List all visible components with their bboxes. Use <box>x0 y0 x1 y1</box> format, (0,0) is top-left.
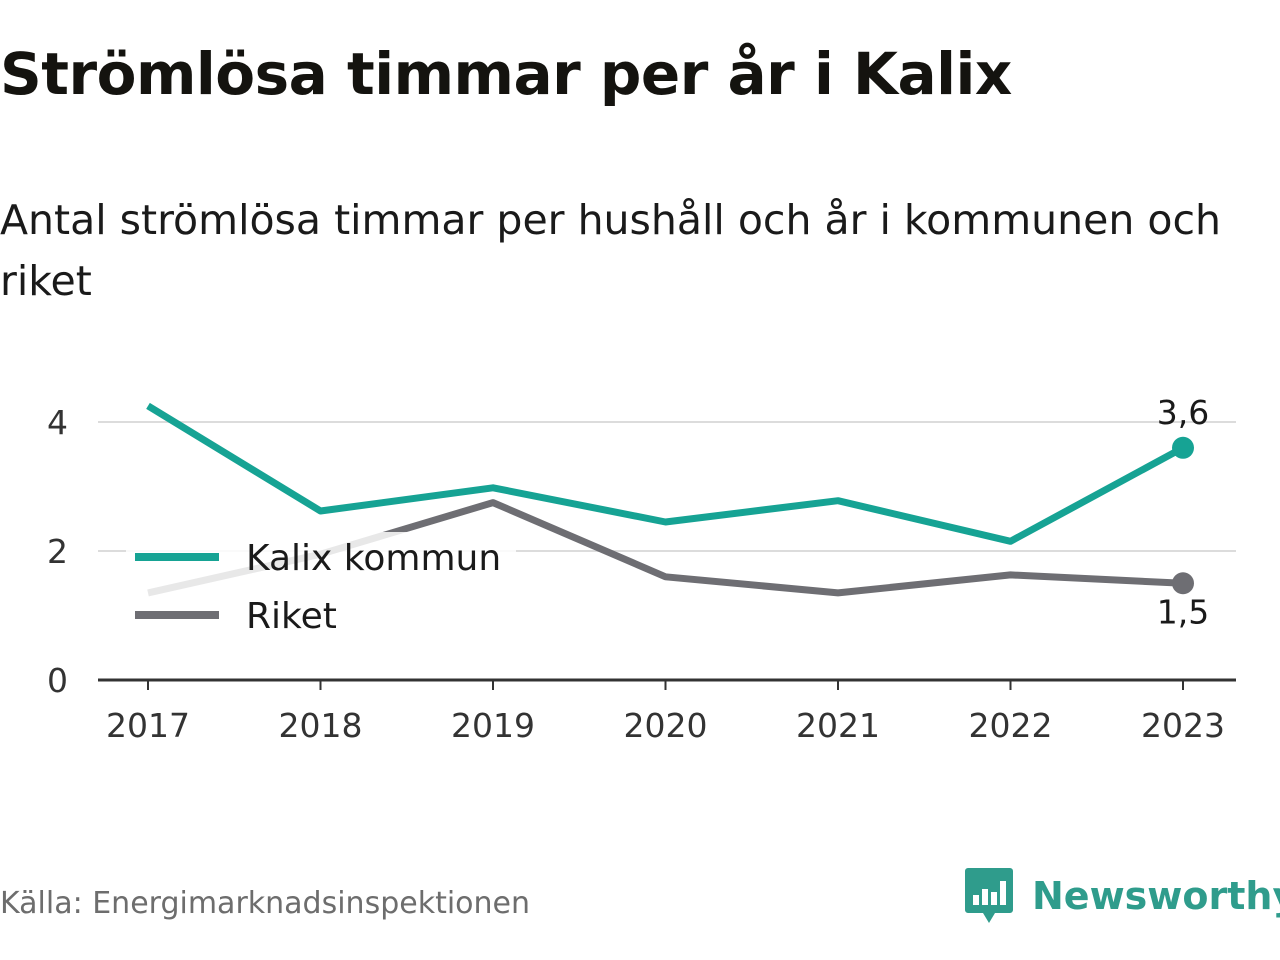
line-chart: 0 2 4 2017 2018 2019 2020 2021 2022 2023 Kalix kom… <box>47 393 1236 745</box>
legend-label: Riket <box>246 596 337 637</box>
data-label: 1,5 <box>1157 592 1209 631</box>
end-point-marker <box>1172 572 1194 595</box>
data-label: 3,6 <box>1157 393 1209 432</box>
brand-logo[interactable]: Newsworthy <box>964 864 1280 928</box>
y-tick-label: 2 <box>47 532 68 571</box>
y-tick-label: 0 <box>47 661 68 700</box>
x-tick-label: 2018 <box>279 706 363 745</box>
series-line <box>146 402 1185 545</box>
y-tick-label: 4 <box>47 403 68 442</box>
x-tick-label: 2022 <box>969 706 1053 745</box>
x-tick-label: 2021 <box>796 706 880 745</box>
chart-subtitle: Antal strömlösa timmar per hushåll och å… <box>0 196 1221 305</box>
x-tick-label: 2020 <box>624 706 708 745</box>
x-tick-label: 2019 <box>451 706 535 745</box>
legend-background <box>126 532 516 642</box>
x-tick-label: 2023 <box>1141 706 1225 745</box>
legend-label: Kalix kommun <box>246 538 501 579</box>
newsworthy-logo-icon <box>965 868 1013 923</box>
source-note: Källa: Energimarknadsinspektionen <box>0 886 531 921</box>
x-tick-label: 2017 <box>106 706 190 745</box>
brand-name: Newsworthy <box>1032 874 1280 918</box>
end-point-marker <box>1172 436 1194 459</box>
chart-title: Strömlösa timmar per år i Kalix <box>0 40 1012 108</box>
